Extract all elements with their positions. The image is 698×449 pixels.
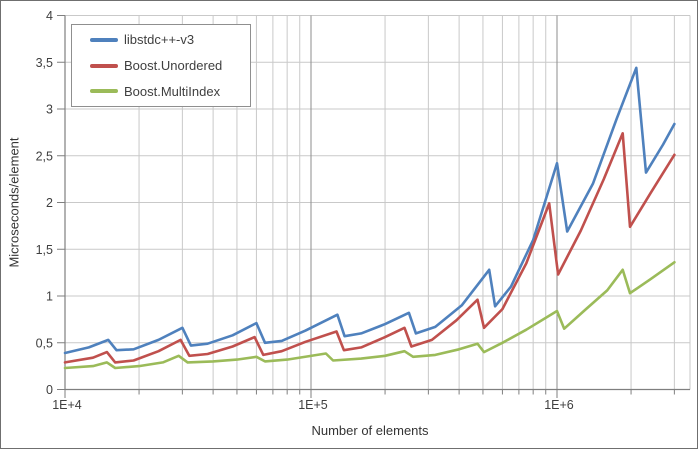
legend-item-label: libstdc++-v3 — [124, 32, 195, 48]
y-tick-label: 4 — [46, 9, 53, 23]
y-tick-label: 2 — [46, 196, 53, 210]
legend-item: libstdc++-v3 — [72, 27, 250, 53]
legend-item: Boost.Unordered — [72, 53, 250, 79]
y-tick-label: 0,5 — [36, 336, 53, 350]
legend-item: Boost.MultiIndex — [72, 78, 250, 104]
legend-line-swatch — [90, 63, 118, 68]
y-tick-label: 3 — [46, 103, 53, 117]
x-tick-label: 1E+5 — [298, 398, 328, 412]
x-tick-label: 1E+4 — [52, 398, 82, 412]
series-line-Boost.Unordered — [63, 132, 676, 364]
legend: libstdc++-v3 Boost.Unordered Boost.Multi… — [71, 24, 251, 107]
x-axis-title: Number of elements — [311, 423, 429, 438]
y-tick-label: 1,5 — [36, 243, 53, 257]
y-axis-title: Microseconds/element — [6, 137, 22, 268]
x-tick-label: 1E+6 — [544, 398, 574, 412]
y-tick-label: 1 — [46, 290, 53, 304]
y-tick-label: 0 — [46, 383, 53, 397]
series-line-Boost.MultiIndex — [63, 260, 676, 370]
series-line-libstdc++-v3 — [63, 66, 676, 355]
legend-item-label: Boost.Unordered — [124, 58, 223, 73]
y-tick-label: 3,5 — [36, 56, 53, 70]
legend-item-label: Boost.MultiIndex — [124, 83, 221, 99]
legend-line-swatch — [90, 37, 118, 42]
y-tick-label: 2,5 — [36, 149, 53, 163]
legend-line-swatch — [90, 89, 118, 94]
